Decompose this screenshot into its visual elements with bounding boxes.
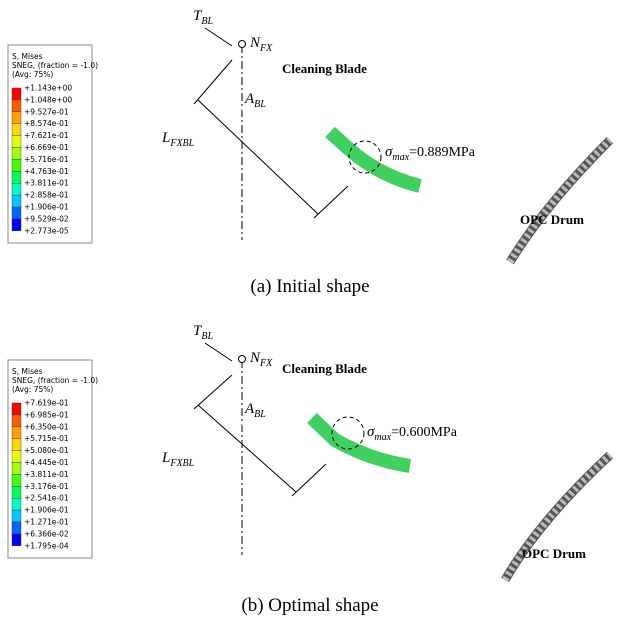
legend-value: +9.527e-01 (24, 107, 69, 116)
legend-swatch (12, 207, 21, 219)
text-part: BL (254, 99, 266, 110)
symbol-label: ABL (244, 401, 266, 420)
legend-title: SNEG, (fraction = -1.0) (12, 376, 98, 385)
legend-swatch (12, 124, 21, 136)
pivot (239, 356, 246, 363)
legend-value: +5.716e-01 (24, 155, 69, 164)
blade-label: Cleaning Blade (282, 61, 367, 76)
legend-title: S, Mises (12, 367, 43, 376)
legend-title: (Avg: 75%) (12, 385, 53, 394)
legend-value: +1.906e-01 (24, 506, 69, 515)
legend-value: +3.811e-01 (24, 470, 69, 479)
legend-value: +6.669e-01 (24, 143, 69, 152)
text-part: BL (201, 331, 213, 342)
caption: (a) Initial shape (250, 276, 369, 297)
text-part: max (374, 432, 391, 443)
legend-value: +4.763e-01 (24, 167, 69, 176)
legend-value: +6.985e-01 (24, 410, 69, 419)
legend-swatch (12, 510, 21, 522)
legend-swatch (12, 534, 21, 546)
stress-label: σmax=0.600MPa (367, 424, 458, 443)
stress-label: σmax=0.889MPa (385, 144, 476, 163)
length-ext (292, 464, 326, 496)
legend-swatch (12, 148, 21, 160)
legend-swatch (12, 403, 21, 415)
length-dim (198, 100, 318, 214)
text-part: BL (254, 409, 266, 420)
legend-swatch (12, 171, 21, 183)
legend-swatch (12, 498, 21, 510)
legend-title: SNEG, (fraction = -1.0) (12, 61, 98, 70)
legend-title: S, Mises (12, 52, 43, 61)
text-part: FXBL (169, 138, 194, 149)
symbol-label: TBL (193, 8, 213, 27)
drum-label: OPC Drum (520, 212, 584, 227)
legend-value: +1.906e-01 (24, 203, 69, 212)
legend-value: +1.271e-01 (24, 518, 69, 527)
text-part: =0.600MPa (391, 425, 458, 440)
legend-value: +7.619e-01 (24, 399, 69, 408)
legend-swatch (12, 195, 21, 207)
legend-value: +3.176e-01 (24, 482, 69, 491)
length-ext (314, 186, 348, 218)
legend-value: +2.858e-01 (24, 191, 69, 200)
legend-value: +1.795e-04 (24, 541, 69, 550)
legend-swatch (12, 522, 21, 534)
text-part: FX (259, 43, 273, 54)
legend-value: +6.366e-02 (24, 529, 69, 538)
legend-value: +6.350e-01 (24, 422, 69, 431)
legend-value: +1.048e+00 (24, 95, 72, 104)
legend-swatch (12, 112, 21, 124)
legend-swatch (12, 415, 21, 427)
text-part: FX (259, 358, 273, 369)
legend-swatch (12, 474, 21, 486)
legend-value: +8.574e-01 (24, 119, 69, 128)
pivot (239, 41, 246, 48)
legend-value: +5.080e-01 (24, 446, 69, 455)
legend-swatch (12, 100, 21, 112)
text-part: L (161, 130, 170, 146)
legend-value: +2.773e-05 (24, 226, 69, 235)
length-ext (194, 60, 232, 104)
legend-swatch (12, 183, 21, 195)
legend-swatch (12, 439, 21, 451)
caption: (b) Optimal shape (241, 595, 378, 616)
blade-label: Cleaning Blade (282, 361, 367, 376)
legend-swatch (12, 88, 21, 100)
text-part: L (161, 450, 170, 466)
thickness-arrow (205, 28, 232, 46)
drum-hatch (505, 455, 610, 580)
legend-swatch (12, 136, 21, 148)
legend-swatch (12, 219, 21, 231)
figure: S, MisesSNEG, (fraction = -1.0)(Avg: 75%… (0, 0, 621, 633)
legend-title: (Avg: 75%) (12, 70, 53, 79)
text-part: FXBL (169, 458, 194, 469)
legend-value: +7.621e-01 (24, 131, 69, 140)
drum-label: OPC Drum (522, 546, 586, 561)
text-part: =0.889MPa (409, 145, 476, 160)
symbol-label: NFX (249, 35, 273, 54)
text-part: max (392, 152, 409, 163)
legend-value: +2.541e-01 (24, 494, 69, 503)
legend-swatch (12, 463, 21, 475)
legend-swatch (12, 486, 21, 498)
symbol-label: LFXBL (161, 130, 195, 149)
legend-swatch (12, 159, 21, 171)
text-part: BL (201, 16, 213, 27)
thickness-arrow (205, 343, 232, 361)
legend-value: +4.445e-01 (24, 458, 69, 467)
legend-value: +3.811e-01 (24, 179, 69, 188)
legend-value: +9.529e-02 (24, 214, 69, 223)
legend-value: +1.143e+00 (24, 84, 72, 93)
length-ext (194, 375, 232, 409)
legend-swatch (12, 427, 21, 439)
legend-swatch (12, 451, 21, 463)
symbol-label: NFX (249, 350, 273, 369)
legend-value: +5.715e-01 (24, 434, 69, 443)
length-dim (198, 405, 296, 492)
symbol-label: LFXBL (161, 450, 195, 469)
symbol-label: TBL (193, 323, 213, 342)
